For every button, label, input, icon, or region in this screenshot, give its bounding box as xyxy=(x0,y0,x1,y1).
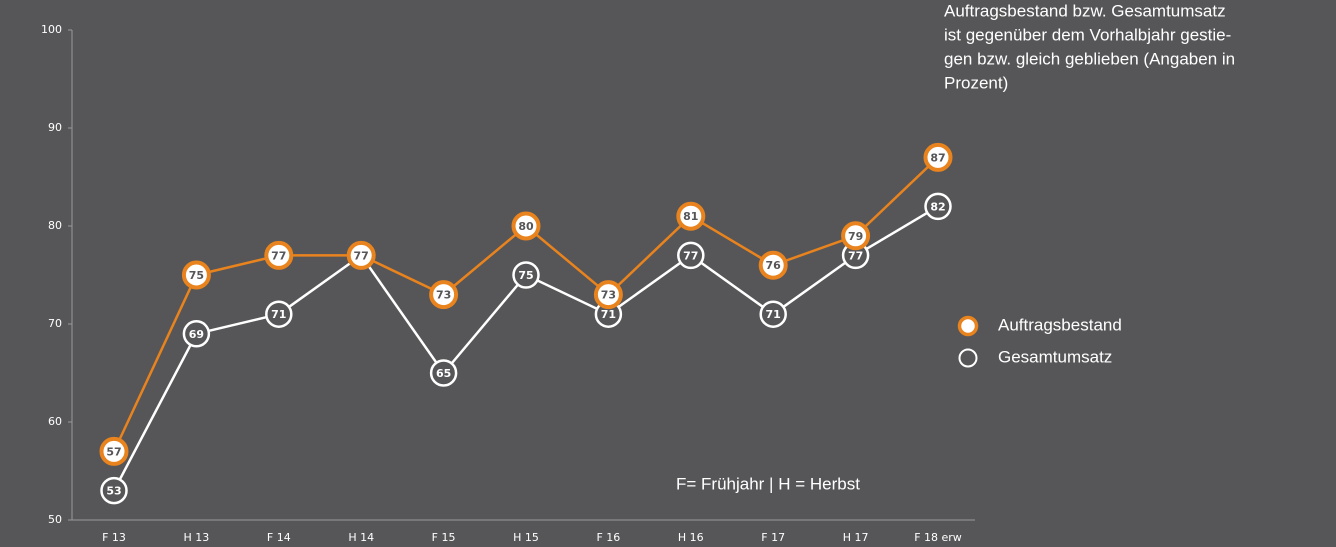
data-label: 71 xyxy=(601,308,616,321)
x-tick-label: F 17 xyxy=(761,531,785,544)
annotation: ist gegenüber dem Vorhalbjahr gestie- xyxy=(944,25,1231,44)
data-label: 71 xyxy=(271,308,286,321)
note: F= Frühjahr | H = Herbst xyxy=(676,474,860,493)
data-label: 65 xyxy=(436,367,451,380)
x-tick-label: F 14 xyxy=(267,531,291,544)
y-tick-label: 70 xyxy=(48,317,62,330)
x-tick-label: F 15 xyxy=(432,531,456,544)
data-label: 77 xyxy=(683,249,698,262)
x-tick-label: H 13 xyxy=(184,531,210,544)
data-point xyxy=(593,280,623,310)
legend-label: Gesamtumsatz xyxy=(998,347,1112,366)
series-line xyxy=(112,205,939,492)
data-point xyxy=(264,240,294,270)
data-label: 76 xyxy=(766,259,782,272)
data-point xyxy=(429,280,459,310)
x-tick-label: H 17 xyxy=(843,531,869,544)
data-label: 73 xyxy=(601,289,616,302)
data-point xyxy=(759,300,787,328)
x-tick-label: F 18 erw xyxy=(914,531,962,544)
data-label: 77 xyxy=(848,249,863,262)
data-label: 77 xyxy=(271,249,286,262)
data-point xyxy=(182,320,211,348)
data-point xyxy=(511,211,541,241)
legend-marker xyxy=(957,315,979,337)
y-tick-label: 60 xyxy=(48,415,62,428)
data-point xyxy=(841,221,871,251)
data-point xyxy=(265,300,293,328)
data-point xyxy=(181,260,211,290)
x-tick-label: H 14 xyxy=(348,531,374,544)
y-tick-label: 100 xyxy=(41,23,62,36)
data-point xyxy=(100,476,128,505)
data-label: 87 xyxy=(930,151,945,164)
data-point xyxy=(924,192,952,221)
data-label: 75 xyxy=(518,269,533,282)
data-label: 69 xyxy=(189,328,204,341)
x-tick-label: H 16 xyxy=(678,531,704,544)
y-tick-label: 90 xyxy=(48,121,62,134)
annotation: Auftragsbestand bzw. Gesamtumsatz xyxy=(944,1,1226,20)
data-point xyxy=(512,261,540,289)
data-label: 82 xyxy=(930,200,945,213)
annotation: gen bzw. gleich geblieben (Angaben in xyxy=(944,49,1235,68)
data-point xyxy=(429,359,458,387)
data-point xyxy=(758,250,788,280)
data-label: 57 xyxy=(106,445,121,458)
x-tick-label: H 15 xyxy=(513,531,539,544)
x-tick-label: F 16 xyxy=(596,531,620,544)
data-point xyxy=(676,201,706,231)
data-point xyxy=(99,436,129,466)
data-label: 71 xyxy=(766,308,781,321)
data-label: 81 xyxy=(683,210,698,223)
legend-marker xyxy=(958,348,978,368)
data-point xyxy=(923,142,953,172)
series-line xyxy=(112,156,939,452)
data-label: 75 xyxy=(189,269,204,282)
data-label: 79 xyxy=(848,230,863,243)
data-label: 80 xyxy=(518,220,534,233)
data-point xyxy=(677,241,705,270)
data-point xyxy=(346,240,376,270)
annotation: Prozent) xyxy=(944,73,1008,92)
data-label: 53 xyxy=(106,485,121,498)
x-tick-label: F 13 xyxy=(102,531,126,544)
data-label: 77 xyxy=(354,249,369,262)
legend-label: Auftragsbestand xyxy=(998,315,1122,334)
data-label: 73 xyxy=(436,289,451,302)
y-tick-label: 50 xyxy=(48,513,62,526)
y-tick-label: 80 xyxy=(48,219,62,232)
